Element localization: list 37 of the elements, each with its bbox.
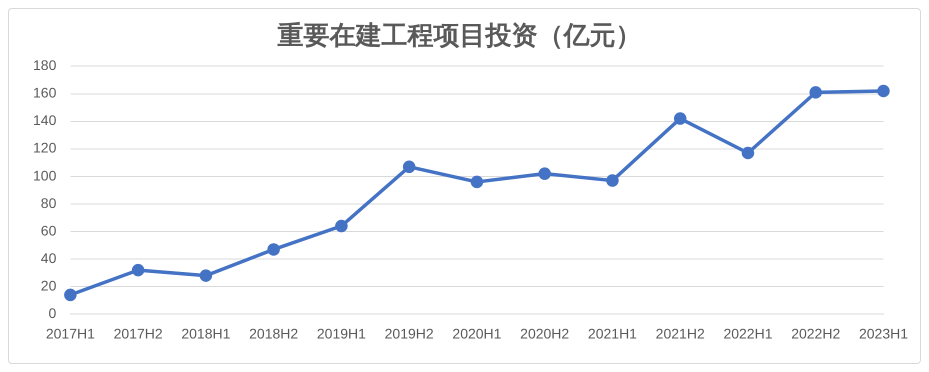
y-tick-label: 120 xyxy=(33,140,57,156)
x-tick-label: 2023H1 xyxy=(858,325,908,342)
x-tick-label: 2017H2 xyxy=(114,325,163,342)
x-tick-label: 2018H1 xyxy=(181,325,231,342)
point xyxy=(606,174,619,187)
y-tick-label: 20 xyxy=(40,278,57,294)
point xyxy=(132,264,144,276)
x-tick-label: 2022H1 xyxy=(723,325,773,342)
point xyxy=(200,269,212,282)
x-tick-label: 2019H1 xyxy=(316,325,366,342)
point xyxy=(64,288,77,302)
x-tick-label: 2020H1 xyxy=(452,325,502,342)
x-tick-label: 2019H2 xyxy=(384,325,434,342)
point xyxy=(267,243,280,256)
x-tick-label: 2020H2 xyxy=(520,325,570,342)
point xyxy=(538,167,551,180)
y-tick-label: 140 xyxy=(33,112,57,128)
x-tick-label: 2017H1 xyxy=(46,325,96,342)
y-tick-label: 80 xyxy=(40,194,57,211)
x-tick-label: 2021H2 xyxy=(656,325,705,342)
x-tick-label: 2022H2 xyxy=(791,325,840,342)
point xyxy=(470,176,484,188)
chart-title: 重要在建工程项目投资（亿元） xyxy=(276,20,642,50)
x-tick-label: 2021H1 xyxy=(588,325,638,342)
point xyxy=(674,112,686,125)
point xyxy=(335,220,348,232)
y-tick-label: 160 xyxy=(33,84,57,101)
point xyxy=(742,146,754,160)
y-tick-label: 0 xyxy=(48,305,57,322)
point xyxy=(809,86,822,99)
point xyxy=(402,160,416,174)
y-tick-label: 180 xyxy=(33,57,57,74)
y-tick-label: 100 xyxy=(33,167,57,184)
point xyxy=(877,84,890,98)
x-tick-label: 2018H2 xyxy=(249,325,298,342)
y-tick-label: 40 xyxy=(40,250,57,266)
y-tick-label: 60 xyxy=(40,222,57,238)
